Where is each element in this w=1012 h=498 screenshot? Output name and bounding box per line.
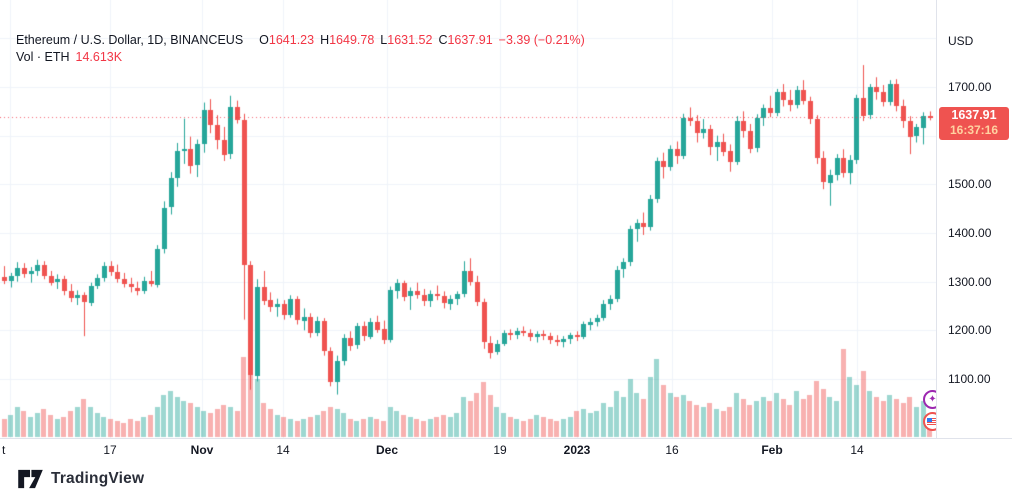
symbol-title[interactable]: Ethereum / U.S. Dollar, 1D, BINANCEUS xyxy=(16,33,244,47)
open-label: O xyxy=(259,33,269,47)
open-value: 1641.23 xyxy=(268,33,315,47)
time-tick-label: 17 xyxy=(103,443,117,457)
tradingview-logo-text: TradingView xyxy=(51,470,145,487)
candlestick-canvas[interactable] xyxy=(0,0,936,438)
last-price-badge[interactable]: 1637.91 16:37:16 xyxy=(939,107,1009,140)
ideas-event-icon[interactable]: ✦ xyxy=(923,390,936,409)
close-label: C xyxy=(438,33,448,47)
low-value: 1631.52 xyxy=(387,33,433,47)
time-tick-label: Nov xyxy=(190,443,214,457)
us-flag-icon xyxy=(927,417,936,426)
time-tick-label: t xyxy=(2,443,6,457)
price-tick-label: 1300.00 xyxy=(948,274,992,289)
bar-countdown: 16:37:16 xyxy=(949,123,999,137)
tradingview-logo-icon xyxy=(18,469,43,489)
high-value: 1649.78 xyxy=(329,33,375,47)
low-label: L xyxy=(380,33,388,47)
time-tick-label: 19 xyxy=(493,443,507,457)
chart-legend: Ethereum / U.S. Dollar, 1D, BINANCEUS O16… xyxy=(16,32,585,66)
time-tick-label: Feb xyxy=(761,443,783,457)
tradingview-logo[interactable]: TradingView xyxy=(17,469,144,489)
price-tick-label: 1400.00 xyxy=(948,226,992,240)
price-tick-label: 1500.00 xyxy=(948,177,992,192)
time-tick-label: 14 xyxy=(276,443,290,457)
change-value: −3.39 (−0.21%) xyxy=(498,33,585,47)
price-chart-pane[interactable]: Ethereum / U.S. Dollar, 1D, BINANCEUS O16… xyxy=(0,0,936,438)
price-tick-label: 1100.00 xyxy=(948,372,991,386)
time-axis[interactable]: t 17 Nov 14 Dec 19 2023 16 Feb 14 xyxy=(0,438,1012,462)
legend-row-volume: Vol · ETH 14.613K xyxy=(16,49,585,66)
price-axis[interactable]: USD 1700.001600.001500.001400.001300.001… xyxy=(936,0,1012,460)
volume-value: 14.613K xyxy=(75,50,123,64)
volume-label[interactable]: Vol · ETH xyxy=(16,50,70,64)
us-events-flag-icon[interactable] xyxy=(923,412,936,431)
high-label: H xyxy=(320,33,330,47)
price-tick-label: 1200.00 xyxy=(948,323,992,338)
price-tick-label: 1700.00 xyxy=(948,80,992,94)
time-tick-label: Dec xyxy=(375,443,399,457)
axis-currency-label[interactable]: USD xyxy=(948,34,974,48)
last-price-value: 1637.91 xyxy=(951,108,997,122)
close-value: 1637.91 xyxy=(447,33,493,47)
time-tick-label: 14 xyxy=(850,443,864,457)
spark-icon: ✦ xyxy=(928,394,936,405)
footer-bar: TradingView xyxy=(0,460,1012,498)
legend-row-symbol: Ethereum / U.S. Dollar, 1D, BINANCEUS O16… xyxy=(16,32,585,49)
time-tick-label: 16 xyxy=(665,443,679,457)
time-tick-label: 2023 xyxy=(563,443,591,457)
